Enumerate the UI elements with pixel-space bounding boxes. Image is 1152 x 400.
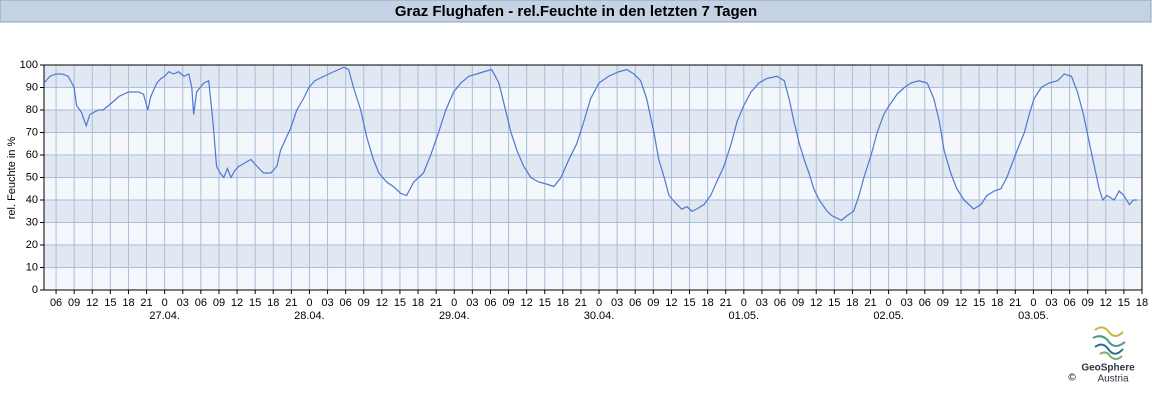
x-tick-label: 15 xyxy=(828,297,840,309)
x-tick-label: 15 xyxy=(1118,297,1130,309)
y-tick-label: 40 xyxy=(26,194,38,206)
x-tick-label: 12 xyxy=(810,297,822,309)
y-tick-label: 80 xyxy=(26,104,38,116)
x-tick-label: 06 xyxy=(774,297,786,309)
x-tick-label: 06 xyxy=(340,297,352,309)
x-tick-label: 06 xyxy=(50,297,62,309)
x-tick-label: 06 xyxy=(919,297,931,309)
x-tick-label: 21 xyxy=(720,297,732,309)
x-tick-label: 09 xyxy=(937,297,949,309)
x-tick-label: 15 xyxy=(104,297,116,309)
x-tick-label: 12 xyxy=(86,297,98,309)
x-tick-label: 12 xyxy=(665,297,677,309)
x-tick-label: 0 xyxy=(886,297,892,309)
band xyxy=(44,245,1142,268)
day-label: 29.04. xyxy=(439,310,470,322)
band xyxy=(44,65,1142,88)
logo-mark xyxy=(1092,326,1126,360)
x-tick-label: 03 xyxy=(756,297,768,309)
x-tick-label: 21 xyxy=(140,297,152,309)
x-tick-label: 0 xyxy=(306,297,312,309)
x-tick-label: 12 xyxy=(1100,297,1112,309)
x-tick-label: 06 xyxy=(195,297,207,309)
x-tick-label: 18 xyxy=(991,297,1003,309)
x-tick-label: 15 xyxy=(683,297,695,309)
band xyxy=(44,155,1142,178)
x-tick-label: 06 xyxy=(629,297,641,309)
x-tick-label: 12 xyxy=(521,297,533,309)
x-tick-label: 03 xyxy=(321,297,333,309)
title-bar xyxy=(0,0,1152,23)
x-tick-label: 15 xyxy=(539,297,551,309)
x-tick-label: 06 xyxy=(484,297,496,309)
plot-border xyxy=(43,64,1143,291)
day-label: 03.05. xyxy=(1018,310,1049,322)
x-tick-label: 18 xyxy=(846,297,858,309)
x-tick-label: 21 xyxy=(1009,297,1021,309)
y-tick-label: 100 xyxy=(20,59,38,71)
x-tick-label: 15 xyxy=(249,297,261,309)
x-tick-label: 09 xyxy=(792,297,804,309)
x-tick-label: 03 xyxy=(1045,297,1057,309)
x-tick-label: 12 xyxy=(955,297,967,309)
chart-title: Graz Flughafen - rel.Feuchte in den letz… xyxy=(395,3,757,20)
x-tick-label: 18 xyxy=(1136,297,1148,309)
x-tick-label: 21 xyxy=(430,297,442,309)
x-tick-label: 06 xyxy=(1063,297,1075,309)
x-tick-label: 18 xyxy=(122,297,134,309)
x-tick-label: 18 xyxy=(267,297,279,309)
y-tick-label: 0 xyxy=(32,284,38,296)
day-label: 28.04. xyxy=(294,310,325,322)
x-tick-label: 03 xyxy=(901,297,913,309)
x-tick-label: 09 xyxy=(647,297,659,309)
x-tick-label: 09 xyxy=(358,297,370,309)
data-line xyxy=(43,66,1138,221)
x-tick-label: 21 xyxy=(864,297,876,309)
x-tick-label: 0 xyxy=(1030,297,1036,309)
x-tick-label: 03 xyxy=(466,297,478,309)
x-tick-label: 0 xyxy=(451,297,457,309)
x-tick-label: 03 xyxy=(611,297,623,309)
y-tick-label: 70 xyxy=(26,126,38,138)
x-tick-label: 21 xyxy=(575,297,587,309)
day-label: 02.05. xyxy=(873,310,904,322)
band xyxy=(44,200,1142,223)
x-tick-label: 09 xyxy=(68,297,80,309)
x-tick-label: 15 xyxy=(394,297,406,309)
x-tick-label: 15 xyxy=(973,297,985,309)
logo-name: GeoSphere xyxy=(1081,363,1135,374)
y-axis-label: rel. Feuchte in % xyxy=(6,137,18,220)
day-label: 27.04. xyxy=(149,310,180,322)
x-tick-label: 18 xyxy=(702,297,714,309)
x-tick-label: 12 xyxy=(231,297,243,309)
x-tick-label: 09 xyxy=(213,297,225,309)
y-tick-label: 30 xyxy=(26,216,38,228)
y-tick-label: 10 xyxy=(26,261,38,273)
logo-copyright: © xyxy=(1068,373,1076,384)
x-tick-label: 0 xyxy=(596,297,602,309)
y-tick-label: 20 xyxy=(26,239,38,251)
x-tick-label: 0 xyxy=(162,297,168,309)
day-label: 01.05. xyxy=(729,310,760,322)
y-tick-label: 50 xyxy=(26,171,38,183)
day-label: 30.04. xyxy=(584,310,615,322)
x-tick-label: 21 xyxy=(285,297,297,309)
band xyxy=(44,110,1142,133)
plot-area xyxy=(44,64,1143,291)
y-tick-label: 90 xyxy=(26,81,38,93)
x-tick-label: 12 xyxy=(376,297,388,309)
x-tick-label: 03 xyxy=(177,297,189,309)
y-tick-label: 60 xyxy=(26,149,38,161)
x-tick-label: 18 xyxy=(412,297,424,309)
x-tick-label: 09 xyxy=(502,297,514,309)
x-tick-label: 0 xyxy=(741,297,747,309)
logo-country: Austria xyxy=(1097,374,1129,385)
x-tick-label: 09 xyxy=(1082,297,1094,309)
x-tick-label: 18 xyxy=(557,297,569,309)
